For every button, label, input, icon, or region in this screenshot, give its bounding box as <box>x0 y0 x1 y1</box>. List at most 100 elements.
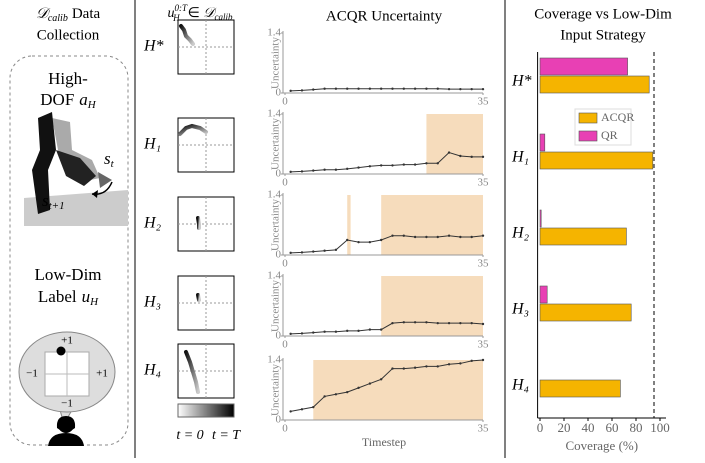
uncertainty-point <box>447 151 451 154</box>
legend-swatch <box>578 130 598 142</box>
uncertainty-point <box>289 89 292 93</box>
coverage-bar <box>539 57 628 76</box>
category-label: H₄ <box>511 377 529 394</box>
x-tick-label: 40 <box>582 420 595 435</box>
uncertainty-point <box>447 234 451 237</box>
uncertainty-point <box>323 330 326 333</box>
uncertainty-point <box>470 321 473 325</box>
label-title: Low-Dim <box>34 265 101 284</box>
x-axis-label: Timestep <box>362 435 406 449</box>
x-tick-label: 0 <box>282 423 288 435</box>
uncertainty-point <box>425 162 428 165</box>
uncertainty-point <box>300 332 304 335</box>
symbol-sub: calib <box>48 13 68 24</box>
uncertainty-point <box>481 358 485 362</box>
label-word: Label <box>38 287 77 306</box>
category-label: H₂ <box>511 225 530 242</box>
uncertainty-point <box>413 87 417 90</box>
trajectory <box>196 216 201 230</box>
uncertainty-point <box>425 235 428 239</box>
next-state-label: st+1 <box>42 191 65 212</box>
uncertainty-point <box>334 248 338 252</box>
uncertainty-point <box>300 170 304 173</box>
uncertainty-point <box>391 234 394 237</box>
label-var: u <box>82 287 91 306</box>
var-sup: 0:T <box>175 3 188 13</box>
uncertainty-point <box>413 163 417 166</box>
set-sub: calib <box>214 12 232 22</box>
x-tick-label: 20 <box>558 420 571 435</box>
coverage-bar <box>539 227 627 246</box>
uncertainty-point <box>481 234 485 237</box>
y-tick-label: 1.4 <box>267 189 281 201</box>
uncertainty-point <box>368 87 372 90</box>
uncertainty-point <box>300 251 304 254</box>
shaded-region <box>381 195 483 255</box>
coverage-bar <box>539 303 632 322</box>
uncertainty-point <box>300 408 304 411</box>
panel-title: Collection <box>37 27 100 43</box>
coverage-bar <box>539 285 548 304</box>
label-var-sub: H <box>89 296 99 308</box>
colorbar-label: t = T <box>212 428 241 443</box>
trajectory-label: H₁ <box>143 136 161 153</box>
uncertainty-point <box>425 87 428 90</box>
uncertainty-point <box>413 321 417 324</box>
y-tick-label: 0 <box>276 414 282 426</box>
uncertainty-point <box>289 410 292 413</box>
colorbar <box>177 403 235 418</box>
uncertainty-point <box>346 390 349 394</box>
legend-swatch <box>578 112 598 124</box>
uncertainty-point <box>447 87 451 91</box>
uncertainty-point <box>391 164 394 167</box>
member: ∈ <box>188 6 204 21</box>
x-axis-label: Coverage (%) <box>566 438 639 453</box>
robot-illustration <box>24 112 128 226</box>
trajectory-label: H₄ <box>143 362 161 379</box>
uncertainty-point <box>470 235 473 239</box>
x-tick-label: 0 <box>537 420 544 435</box>
uncertainty-point <box>334 393 338 396</box>
y-tick-label: 1.4 <box>267 270 281 282</box>
uncertainty-point <box>300 89 304 92</box>
uncertainty-point <box>323 249 326 252</box>
shaded-region <box>426 114 483 174</box>
y-axis-label: Uncertainty <box>270 364 282 416</box>
uncertainty-point <box>459 154 462 158</box>
uncertainty-point <box>413 366 417 369</box>
uncertainty-point <box>357 386 360 390</box>
chart-title: Coverage vs Low-Dim <box>534 6 672 22</box>
y-tick-label: 0 <box>276 249 282 261</box>
uncertainty-point <box>346 238 349 242</box>
uncertainty-point <box>379 238 383 242</box>
uncertainty-point <box>289 170 292 174</box>
uncertainty-point <box>357 166 360 169</box>
uncertainty-point <box>402 163 405 166</box>
label-title: Label uH <box>38 287 99 308</box>
y-axis-label: Uncertainty <box>270 199 282 251</box>
next-state-sub: t+1 <box>49 200 65 212</box>
uncertainty-point <box>413 235 417 239</box>
var-sub: H <box>172 13 180 23</box>
x-tick-label: 0 <box>282 96 288 108</box>
y-axis-label: Uncertainty <box>270 280 282 332</box>
uncertainty-line <box>290 359 484 412</box>
trajectory <box>184 350 200 394</box>
uncertainty-point <box>379 328 383 331</box>
uncertainty-point <box>289 332 292 336</box>
shaded-region <box>381 276 483 336</box>
trajectory <box>178 123 208 136</box>
uncertainty-point <box>425 321 428 324</box>
action-sub: H <box>87 99 97 111</box>
uncertainty-point <box>312 88 315 91</box>
y-tick-label: 1.4 <box>267 108 281 120</box>
uncertainty-point <box>379 87 383 90</box>
x-tick-label: 0 <box>282 339 288 351</box>
x-tick-label: 35 <box>478 339 490 351</box>
axis-label: +1 <box>96 368 108 380</box>
y-tick-label: 1.4 <box>267 27 281 39</box>
uncertainty-point <box>323 395 326 398</box>
legend-label: ACQR <box>601 110 634 124</box>
shaded-region <box>313 360 483 420</box>
